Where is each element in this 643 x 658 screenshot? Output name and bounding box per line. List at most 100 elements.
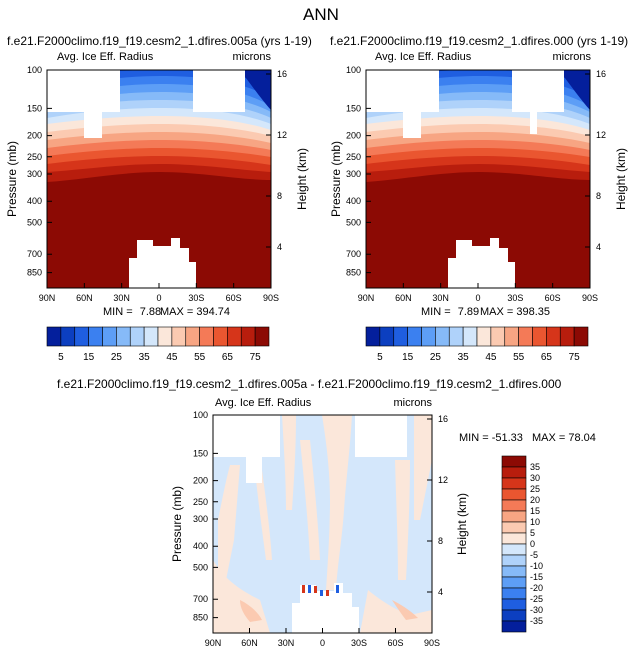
colorbar-label: 75 [569,352,581,363]
panel-2-xtick-label: 90S [582,293,598,303]
colorbar-swatch [365,326,381,347]
panel-1-ytick-right-label: 12 [277,130,287,140]
figure-title: ANN [303,5,339,24]
panel-3-ytick-label: 100 [193,410,208,420]
colorbar-swatch [448,326,464,347]
panel-3-title: f.e21.F2000climo.f19_f19.cesm2_1.dfires.… [57,377,562,391]
colorbar-swatch [227,326,242,347]
panel-1-ytick-label: 700 [27,249,42,259]
panel-2-ytick-right-label: 12 [596,130,606,140]
colorbar-label: 75 [250,352,262,363]
panel-1-subtitle-right: microns [232,51,271,63]
colorbar-swatch [501,565,527,578]
colorbar-label: -35 [530,616,543,626]
colorbar-swatch [501,521,527,534]
panel-1-colorbar: 5 15 25 35 45 55 65 75 [46,326,270,363]
colorbar-label: 65 [541,352,553,363]
panel-2-max: MAX = 398.35 [480,306,550,318]
panel-1-ytick-label: 850 [27,268,42,278]
colorbar-swatch [254,326,270,347]
colorbar-label: 5 [377,352,383,363]
panel-1-ytick-label: 500 [27,217,42,227]
colorbar-swatch [546,326,561,347]
panel-3-xtick-label: 30N [278,638,295,648]
colorbar-swatch [501,455,527,468]
panel-2-plot [365,69,591,289]
panel-1-max: MAX = 394.74 [160,306,230,318]
colorbar-label: -15 [530,572,543,582]
colorbar-label: 30 [530,473,540,483]
panel-2: f.e21.F2000climo.f19_f19.cesm2_1.dfires.… [329,34,628,363]
colorbar-label: -10 [530,561,543,571]
panel-3-subtitle-right: microns [393,397,432,409]
panel-2-min: MIN = 7.89 [421,306,479,318]
colorbar-swatch [490,326,506,347]
panel-3: f.e21.F2000climo.f19_f19.cesm2_1.dfires.… [57,377,596,648]
colorbar-swatch [501,554,527,567]
colorbar-swatch [116,326,131,347]
panel-3-ytick-label: 700 [193,594,208,604]
panel-3-ytick-label: 200 [193,476,208,486]
panel-1-ytick-label: 250 [27,152,42,162]
colorbar-label: 15 [402,352,414,363]
colorbar-label: 20 [530,495,540,505]
panel-2-xtick-label: 30S [507,293,523,303]
colorbar-swatch [476,326,492,347]
colorbar-swatch [435,326,450,347]
panel-2-xtick-label: 0 [475,293,480,303]
panel-3-xtick-label: 0 [320,638,325,648]
panel-1-title: f.e21.F2000climo.f19_f19.cesm2_1.dfires.… [7,34,312,48]
panel-1-xtick-label: 90N [39,293,56,303]
panel-1-ytick-label: 400 [27,196,42,206]
colorbar-label: 35 [139,352,151,363]
colorbar-swatch [157,326,173,347]
panel-1-xtick-label: 30N [113,293,130,303]
panel-3-ylabel: Pressure (mb) [170,486,184,562]
panel-2-ytick-label: 300 [346,169,361,179]
panel-2-xtick-label: 60N [395,293,412,303]
colorbar-swatch [501,499,527,512]
colorbar-swatch [501,477,527,490]
panel-2-xtick-label: 60S [545,293,561,303]
colorbar-swatch [462,326,478,347]
colorbar-swatch [501,576,527,589]
panel-2-ytick-label: 250 [346,152,361,162]
colorbar-label: -5 [530,550,538,560]
panel-3-ytick-right-label: 12 [438,475,448,485]
panel-2-colorbar: 5 15 25 35 45 55 65 75 [365,326,589,363]
panel-1-ytick-label: 300 [27,169,42,179]
panel-2-ytick-label: 850 [346,268,361,278]
colorbar-label: 65 [222,352,234,363]
colorbar-label: 5 [530,528,535,538]
colorbar-label: 15 [83,352,95,363]
colorbar-swatch [240,326,256,347]
colorbar-swatch [60,326,76,347]
panel-1-ytick-right-label: 8 [277,191,282,201]
panel-1: f.e21.F2000climo.f19_f19.cesm2_1.dfires.… [5,34,312,363]
panel-2-ytick-label: 200 [346,131,361,141]
colorbar-label: 35 [530,462,540,472]
panel-2-subtitle-right: microns [552,51,591,63]
panel-1-ylabel: Pressure (mb) [5,141,19,217]
panel-3-ytick-label: 150 [193,448,208,458]
panel-3-subtitle-left: Avg. Ice Eff. Radius [215,397,312,409]
colorbar-swatch [421,326,436,347]
colorbar-label: 15 [530,506,540,516]
panel-3-ytick-label: 400 [193,541,208,551]
panel-3-xtick-label: 60N [241,638,258,648]
panel-1-xtick-label: 60S [226,293,242,303]
panel-1-min: MIN = 7.88 [103,306,161,318]
colorbar-swatch [171,326,187,347]
panel-3-xtick-label: 90S [424,638,440,648]
colorbar-swatch [46,326,62,347]
panel-3-xtick-label: 60S [387,638,403,648]
panel-2-xtick-label: 30N [432,293,449,303]
colorbar-swatch [379,326,395,347]
colorbar-label: 5 [58,352,64,363]
colorbar-swatch [501,587,527,600]
colorbar-swatch [199,326,214,347]
panel-1-ytick-label: 200 [27,131,42,141]
panel-3-ytick-label: 850 [193,613,208,623]
colorbar-swatch [129,326,145,347]
